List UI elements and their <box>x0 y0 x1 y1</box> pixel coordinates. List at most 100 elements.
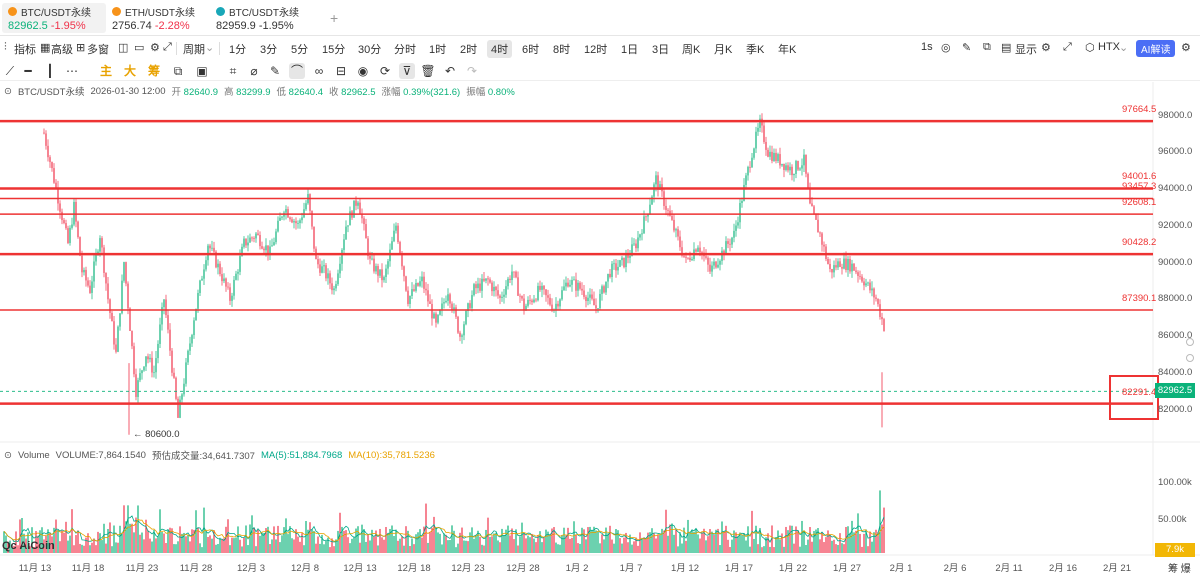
candle-body <box>445 300 447 303</box>
volume-bar <box>467 541 469 553</box>
eye-icon[interactable]: ◉ <box>357 64 369 78</box>
exchange-icon[interactable]: ⬡ <box>1085 42 1095 54</box>
magnet-icon[interactable]: ⌒ <box>289 63 305 79</box>
pen-icon[interactable]: ✎ <box>269 64 281 78</box>
period-5m[interactable]: 5分 <box>291 44 309 56</box>
candle-body <box>739 203 741 223</box>
period-6h[interactable]: 6时 <box>522 44 540 56</box>
advanced-icon[interactable]: ▦ <box>40 42 51 54</box>
filter-icon[interactable]: ⊽ <box>399 63 415 79</box>
period-12h[interactable]: 12时 <box>584 44 608 56</box>
candle-body <box>45 133 47 146</box>
volume-bar <box>547 531 549 553</box>
collapse-icon[interactable]: ⊙ <box>4 85 12 97</box>
horizontal-segment-icon[interactable]: ━ <box>24 64 32 78</box>
edit-icon[interactable]: ✎ <box>962 42 972 54</box>
period-30m[interactable]: 30分 <box>358 44 382 56</box>
settings-icon[interactable]: ⚙ <box>1181 42 1191 54</box>
volume-bar <box>733 530 735 553</box>
volume-bar <box>613 543 615 553</box>
advanced-button[interactable]: 高级 <box>51 44 73 56</box>
indicator-icon[interactable]: ⫶ <box>4 41 7 53</box>
chip-distribution-button[interactable]: 筹 <box>147 64 160 78</box>
chevron-down-icon[interactable]: ⌄ <box>205 42 215 54</box>
candle-body <box>805 154 807 174</box>
volume-tick: 100.00k <box>1158 477 1192 488</box>
multi-window-icon[interactable]: ⊞ <box>76 42 86 54</box>
large-order-button[interactable]: 大 <box>123 64 136 78</box>
ai-interpret-button[interactable]: AI解读 <box>1136 40 1176 57</box>
refresh-interval[interactable]: 1s <box>921 41 933 53</box>
main-chart-button[interactable]: 主 <box>99 64 112 78</box>
high-value: 83299.9 <box>236 87 271 98</box>
volume-bar <box>11 544 13 553</box>
period-8h[interactable]: 8时 <box>553 44 571 56</box>
indicators-button[interactable]: 指标 <box>14 44 36 56</box>
period-1m[interactable]: 1分 <box>229 44 247 56</box>
trash-icon[interactable]: 🗑 <box>420 64 436 78</box>
copy-icon[interactable]: ⧉ <box>173 64 183 78</box>
tab-eth-perp[interactable]: ETH/USDT永续 2756.74 -2.28% <box>106 3 210 33</box>
copy-icon[interactable]: ⧉ <box>983 41 991 53</box>
display-button[interactable]: 显示 <box>1015 44 1037 56</box>
undo-icon[interactable]: ↶ <box>444 64 456 78</box>
collapse-icon[interactable]: ⊙ <box>4 449 12 461</box>
x-tick: 1月 22 <box>779 563 807 574</box>
volume-bar <box>37 535 39 553</box>
screenshot-icon[interactable]: ▣ <box>196 64 208 78</box>
candle-body <box>103 247 105 273</box>
camera-icon[interactable]: ◎ <box>941 42 951 54</box>
period-timeline[interactable]: 分时 <box>394 44 416 56</box>
candle-body <box>335 284 337 289</box>
zoom-out-icon[interactable] <box>1186 354 1194 362</box>
tab-btc-perp-2[interactable]: BTC/USDT永续 82959.9 -1.95% <box>210 3 320 33</box>
candle-body <box>489 279 491 283</box>
candle-body <box>233 279 235 296</box>
layout-icon[interactable]: ▭ <box>134 42 145 54</box>
candle-body <box>111 312 113 322</box>
period-3m[interactable]: 3分 <box>260 44 278 56</box>
camera-icon[interactable]: ◫ <box>118 42 129 54</box>
add-tab-button[interactable]: + <box>330 10 339 26</box>
chevron-down-icon[interactable]: ⌄ <box>1119 42 1129 54</box>
period-quarter[interactable]: 季K <box>746 44 765 56</box>
ruler-icon[interactable]: ⌀ <box>250 64 258 78</box>
period-3d[interactable]: 3日 <box>652 44 670 56</box>
redo-icon[interactable]: ↷ <box>466 64 478 78</box>
volume-bar <box>841 543 843 553</box>
volume-bar <box>773 547 775 553</box>
drawing-toolbar: ⟋ ━ ┃ ⋯ 主 大 筹 ⧉ ▣ ⌗ ⌀ ✎ ⌒ ∞ ⊟ ◉ ⟳ ⊽ 🗑 ↶ … <box>0 61 1200 81</box>
corner-buttons[interactable]: 筹 爆 <box>1168 564 1191 575</box>
diagonal-line-icon[interactable]: ⟋ <box>5 64 15 78</box>
lock-icon[interactable]: ⊟ <box>335 64 347 78</box>
dotted-line-icon[interactable]: ⋯ <box>66 64 78 78</box>
candle-body <box>647 213 649 217</box>
crop-icon[interactable]: ⌗ <box>229 64 237 78</box>
display-icon[interactable]: ▤ <box>1001 42 1012 54</box>
volume-bar <box>173 544 175 553</box>
tab-btc-perp[interactable]: BTC/USDT永续 82962.5 -1.95% <box>2 3 106 33</box>
period-year[interactable]: 年K <box>778 44 797 56</box>
glasses-icon[interactable]: ∞ <box>314 64 324 78</box>
period-4h[interactable]: 4时 <box>487 40 513 58</box>
period-week[interactable]: 周K <box>682 44 701 56</box>
zoom-in-icon[interactable] <box>1186 338 1194 346</box>
vertical-line-icon[interactable]: ┃ <box>46 64 54 78</box>
fullscreen-icon[interactable]: ⤢ <box>1063 41 1072 53</box>
volume-bar <box>583 529 585 553</box>
exchange-select[interactable]: HTX <box>1098 41 1120 53</box>
period-month[interactable]: 月K <box>714 44 733 56</box>
volume-value: VOLUME:7,864.1540 <box>55 449 146 461</box>
settings-icon[interactable]: ⚙ <box>150 42 160 54</box>
period-1h[interactable]: 1时 <box>429 44 447 56</box>
multi-window-button[interactable]: 多窗 <box>87 44 109 56</box>
period-15m[interactable]: 15分 <box>322 44 346 56</box>
period-1d[interactable]: 1日 <box>621 44 639 56</box>
gift-icon[interactable]: ⟳ <box>379 64 391 78</box>
period-2h[interactable]: 2时 <box>460 44 478 56</box>
expand-icon[interactable]: ⤢ <box>163 41 172 53</box>
settings-icon[interactable]: ⚙ <box>1041 42 1051 54</box>
volume-bar <box>769 546 771 553</box>
volume-bar <box>787 530 789 553</box>
